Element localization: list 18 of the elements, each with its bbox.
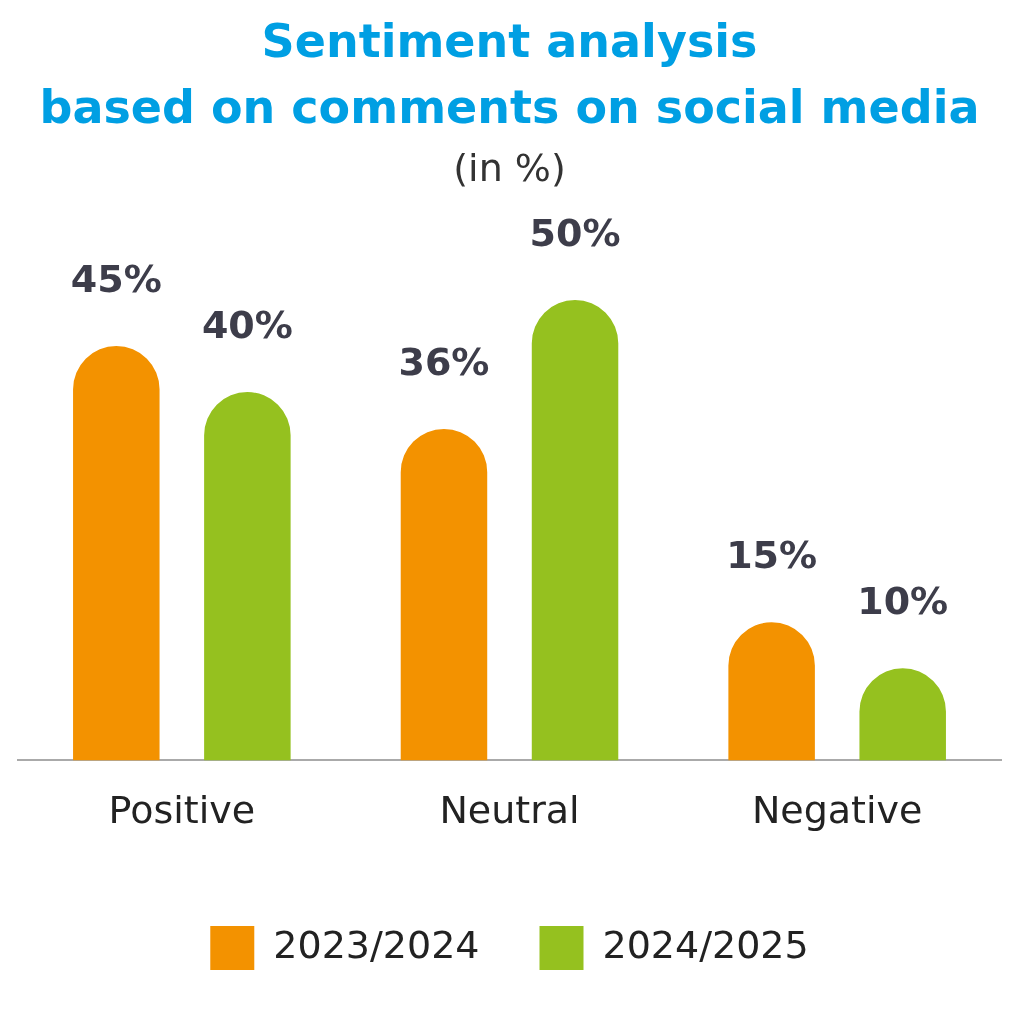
bar — [73, 346, 160, 761]
x-tick-label: Negative — [751, 788, 923, 833]
legend-label: 2023/2024 — [273, 922, 480, 967]
chart-title: Sentiment analysis based on comments on social media — [38, 13, 981, 136]
bar — [728, 622, 815, 761]
data-label: 45% — [70, 256, 162, 301]
bar — [400, 428, 488, 761]
bar — [204, 392, 291, 761]
data-label: 15% — [726, 533, 818, 578]
chart-subtitle: (in %) — [452, 146, 567, 190]
data-label: 50% — [529, 210, 621, 255]
data-label: 36% — [398, 339, 490, 384]
legend-label: 2024/2025 — [602, 922, 809, 967]
bar — [531, 300, 619, 761]
data-label: 40% — [201, 302, 293, 347]
x-tick-label: Neutral — [439, 788, 580, 833]
data-label: 10% — [857, 579, 949, 624]
x-tick-label: Positive — [108, 788, 256, 833]
